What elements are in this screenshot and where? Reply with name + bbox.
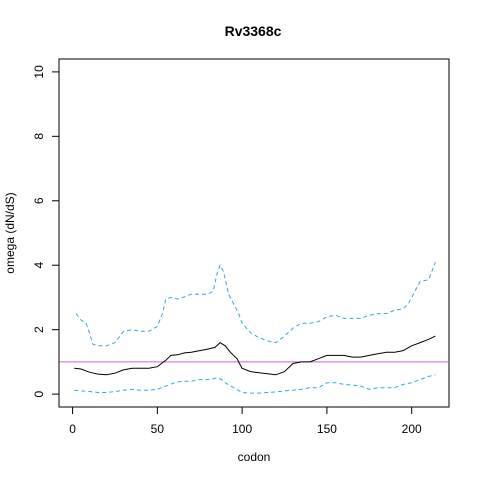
x-axis-label: codon [238,450,271,464]
y-axis-label: omega (dN/dS) [3,192,17,273]
x-axis: 0 50 100 150 200 [69,406,422,436]
x-tick-label: 200 [402,422,422,436]
series-line-1 [74,335,436,376]
chart-title: Rv3368c [225,23,282,39]
x-tick-label: 50 [151,422,165,436]
series-line-2 [75,261,436,347]
x-tick-label: 0 [69,422,76,436]
y-tick-label: 0 [32,390,46,397]
y-axis: 0 2 4 6 8 10 [32,65,60,397]
series-line-3 [74,374,436,394]
x-tick-label: 150 [317,422,337,436]
y-tick-label: 8 [32,133,46,140]
y-tick-label: 6 [32,197,46,204]
y-tick-label: 10 [32,65,46,79]
x-tick-label: 100 [232,422,252,436]
series-layer [74,261,436,394]
y-tick-label: 2 [32,326,46,333]
y-tick-label: 4 [32,262,46,269]
